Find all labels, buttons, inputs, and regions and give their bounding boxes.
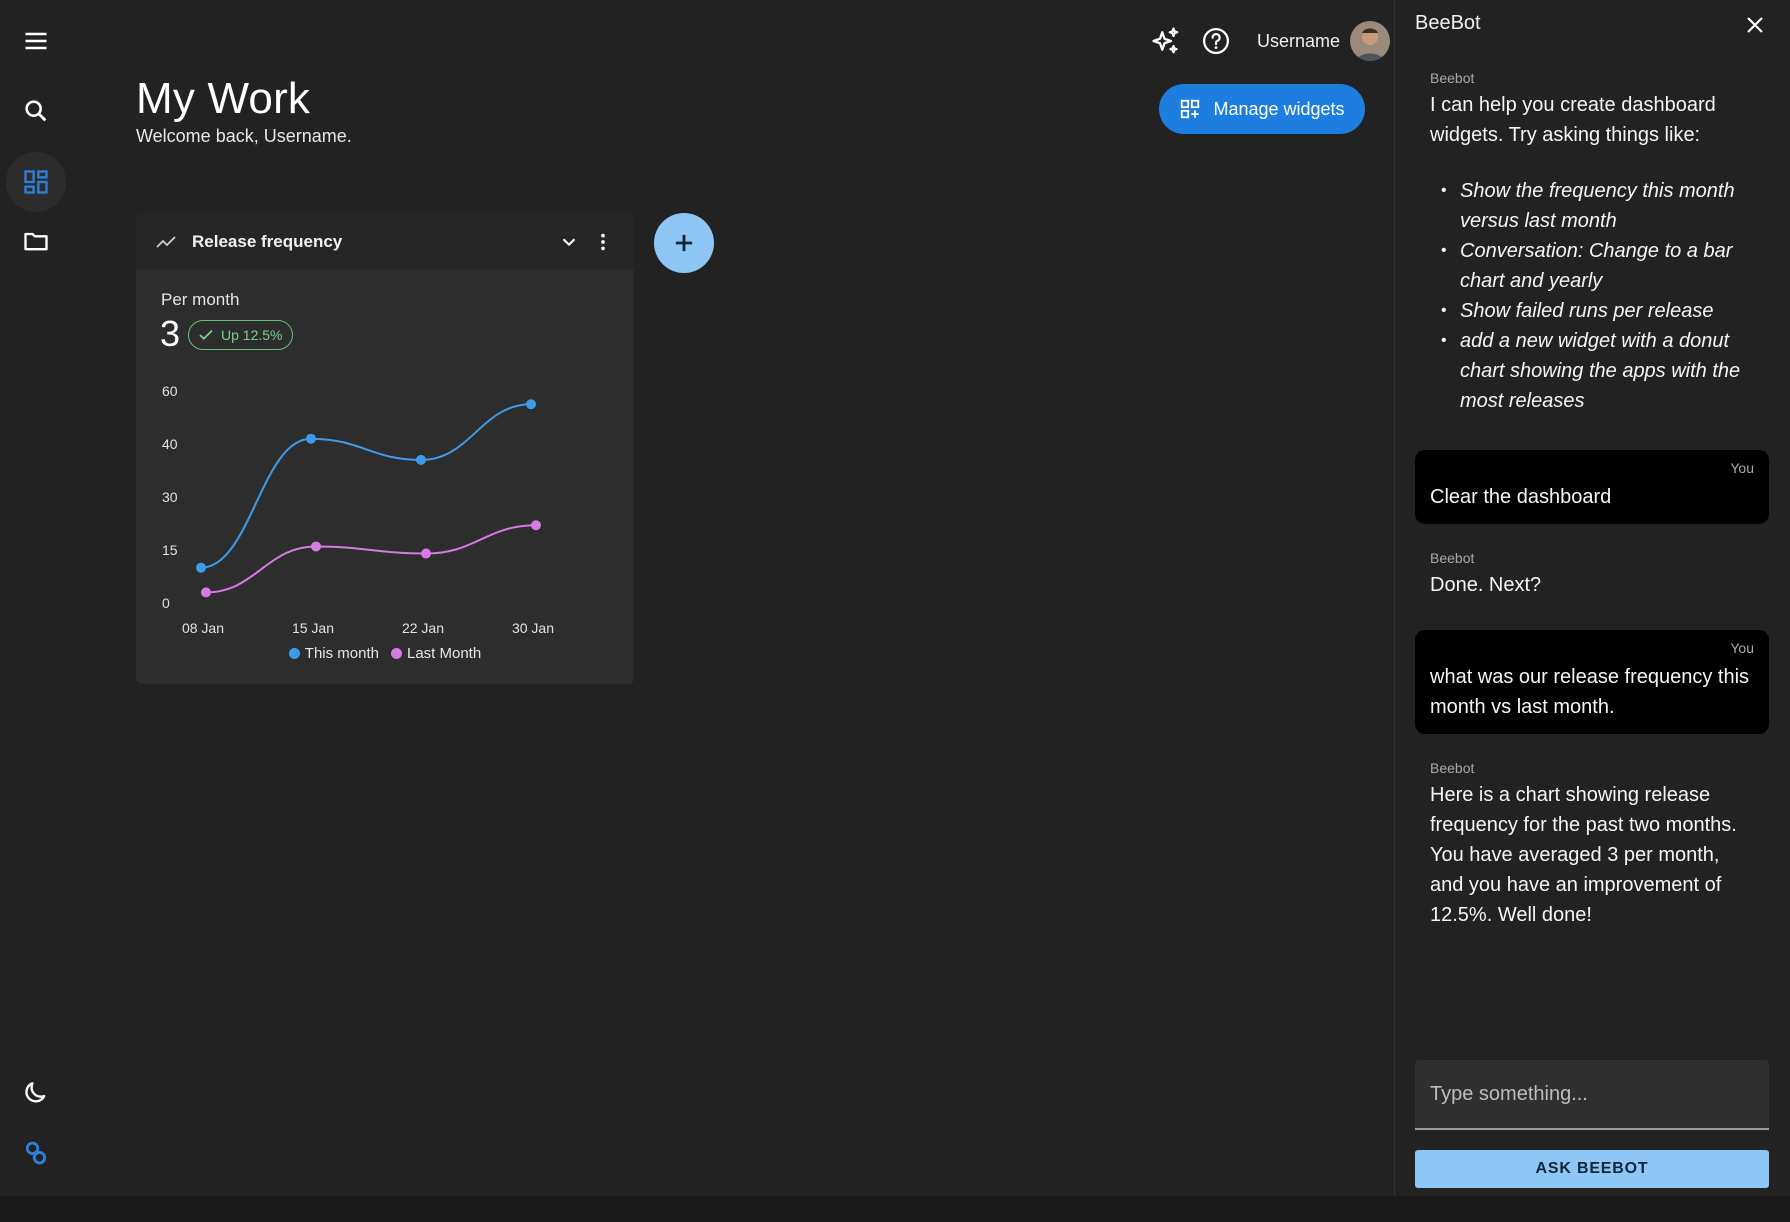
metric-label: Per month — [161, 290, 240, 309]
y-tick-label: 15 — [162, 542, 178, 558]
line-chart: 60 40 30 15 0 08 Jan 15 Jan 22 Jan 30 Jan — [162, 383, 554, 636]
left-rail — [0, 0, 72, 1196]
widget-more-button[interactable] — [588, 227, 618, 257]
message-sender: Beebot — [1430, 70, 1475, 86]
message-text: Clear the dashboard — [1430, 486, 1612, 508]
folder-icon — [24, 232, 48, 251]
legend-item[interactable]: This month — [288, 645, 379, 662]
user-avatar-icon — [1350, 21, 1390, 61]
message-text: Done. Next? — [1430, 574, 1542, 596]
folder-button[interactable] — [6, 211, 66, 271]
legend-dot — [390, 648, 402, 659]
ask-beebot-button[interactable]: ASK BEEBOT — [1415, 1150, 1769, 1188]
chat-title: BeeBot — [1415, 12, 1481, 34]
x-tick-label: 08 Jan — [182, 620, 224, 636]
manage-widgets-button[interactable]: Manage widgets — [1159, 84, 1365, 134]
logo-button[interactable] — [6, 1123, 66, 1183]
chat-message: Beebot I can help you create dashboard w… — [1415, 70, 1769, 416]
message-text: what was our release frequency this mont… — [1430, 666, 1750, 718]
beebot-panel: BeeBot Beebot I can help you create dash… — [1394, 0, 1790, 1196]
chat-message: Beebot Here is a chart showing release f… — [1415, 760, 1769, 930]
bottom-strip — [0, 1196, 1790, 1222]
manage-widgets-label: Manage widgets — [1213, 98, 1345, 119]
suggestion-item: Show the frequency this month versus las… — [1430, 176, 1754, 236]
message-sender: You — [1730, 460, 1754, 476]
chat-message: You Clear the dashboard — [1415, 450, 1769, 524]
message-sender: Beebot — [1430, 550, 1475, 566]
close-chat-button[interactable] — [1740, 10, 1770, 40]
message-sender: Beebot — [1430, 760, 1475, 776]
series-line — [205, 524, 537, 594]
sparkle-icon — [1152, 27, 1179, 54]
chat-message: You what was our release frequency this … — [1415, 630, 1769, 734]
help-button[interactable] — [1193, 18, 1239, 64]
ai-sparkle-button[interactable] — [1143, 18, 1189, 64]
data-point[interactable] — [306, 433, 316, 444]
widget-title: Release frequency — [192, 231, 343, 251]
trending-up-icon — [156, 235, 176, 248]
data-point[interactable] — [421, 548, 431, 559]
message-sender: You — [1730, 640, 1754, 656]
chat-input[interactable] — [1415, 1060, 1769, 1130]
menu-button[interactable] — [6, 11, 66, 71]
data-point[interactable] — [196, 562, 206, 573]
data-point[interactable] — [311, 541, 321, 552]
y-tick-label: 60 — [162, 383, 178, 399]
more-vertical-icon — [601, 233, 605, 250]
message-text: Here is a chart showing release frequenc… — [1430, 784, 1737, 926]
dashboard-button[interactable] — [6, 152, 66, 212]
search-button[interactable] — [6, 81, 66, 141]
moon-icon — [25, 1082, 46, 1103]
chart-legend: This month Last Month — [136, 645, 634, 662]
username-label[interactable]: Username — [1256, 30, 1340, 51]
add-widget-button[interactable] — [654, 213, 714, 273]
close-icon — [1747, 17, 1763, 33]
legend-label: This month — [304, 645, 379, 662]
series-line — [200, 403, 532, 569]
widgets-add-icon — [1181, 99, 1200, 119]
dashboard-icon — [24, 170, 48, 194]
message-text: I can help you create dashboard widgets.… — [1430, 94, 1716, 146]
y-tick-label: 30 — [162, 489, 178, 505]
legend-item[interactable]: Last Month — [390, 645, 482, 662]
data-point[interactable] — [416, 454, 426, 465]
status-badge: Up 12.5% — [188, 320, 294, 350]
chevron-down-icon — [562, 238, 576, 246]
y-tick-label: 40 — [162, 436, 178, 452]
y-tick-label: 0 — [162, 595, 170, 611]
chat-message: Beebot Done. Next? — [1415, 550, 1769, 600]
plus-icon — [675, 234, 693, 252]
search-icon — [25, 100, 47, 122]
legend-label: Last Month — [406, 645, 482, 662]
widget-header: Release frequency — [136, 213, 634, 270]
check-icon — [199, 329, 213, 341]
suggestion-item: Show failed runs per release — [1430, 296, 1754, 326]
logo-icon — [25, 1141, 47, 1165]
suggestion-item: add a new widget with a donut chart show… — [1430, 326, 1754, 416]
page-subtitle: Welcome back, Username. — [136, 126, 352, 146]
legend-dot — [288, 648, 300, 659]
x-tick-label: 15 Jan — [292, 620, 334, 636]
x-tick-label: 30 Jan — [512, 620, 554, 636]
widget-collapse-button[interactable] — [554, 227, 584, 257]
menu-icon — [25, 32, 47, 50]
metric-value: 3 — [160, 313, 181, 354]
badge-label: Up 12.5% — [221, 327, 283, 343]
page-title: My Work — [136, 74, 311, 123]
suggestion-list: Show the frequency this month versus las… — [1430, 176, 1754, 416]
top-bar: Username — [1139, 18, 1390, 64]
x-tick-label: 22 Jan — [402, 620, 444, 636]
suggestion-item: Conversation: Change to a bar chart and … — [1430, 236, 1754, 296]
help-icon — [1202, 28, 1229, 54]
data-point[interactable] — [526, 399, 536, 410]
dark-mode-toggle[interactable] — [6, 1062, 66, 1122]
avatar[interactable] — [1350, 21, 1390, 61]
data-point[interactable] — [201, 587, 211, 598]
release-frequency-widget: Release frequency Per month 3 Up 12.5% 6… — [136, 213, 634, 684]
data-point[interactable] — [531, 520, 541, 531]
